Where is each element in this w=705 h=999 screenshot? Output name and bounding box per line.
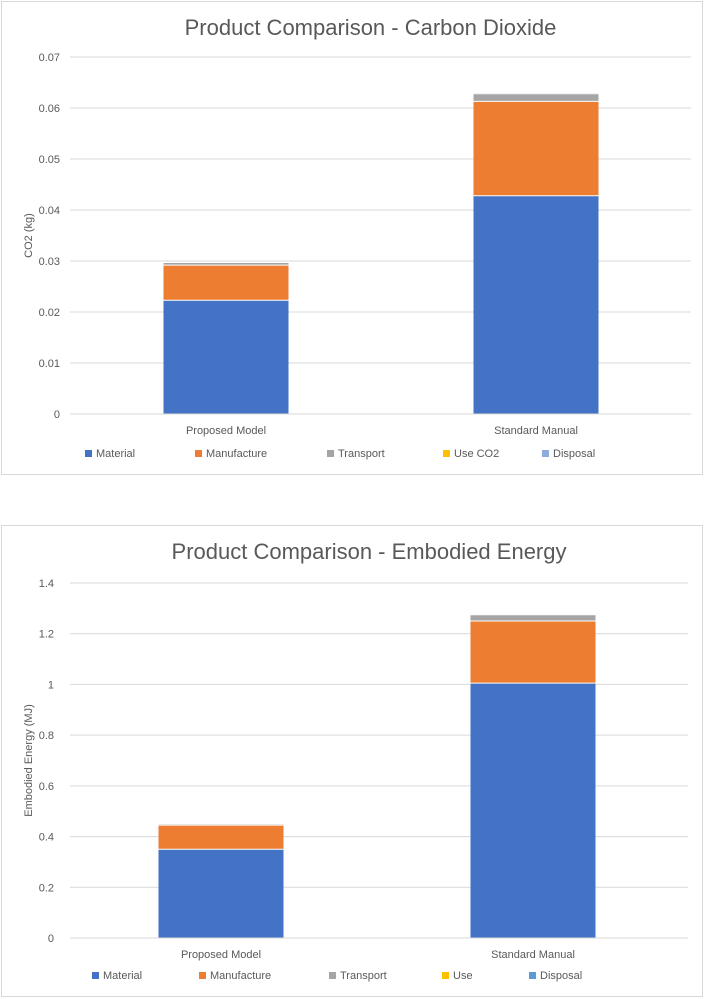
y-tick-label: 0.4	[39, 832, 54, 844]
category-label: Standard Manual	[494, 425, 578, 437]
legend-swatch	[92, 972, 99, 979]
legend-entry: Disposal	[540, 970, 582, 982]
bar-segment-material	[163, 300, 289, 414]
bar-segment-material	[473, 195, 599, 414]
y-tick-label: 0	[54, 409, 60, 421]
bar-segment-manufacture	[470, 621, 596, 684]
bar-segment-material	[470, 683, 596, 938]
co2-chart: Product Comparison - Carbon Dioxide 0 0.01…	[1, 1, 703, 475]
y-tick-label: 1.4	[39, 578, 54, 590]
energy-chart-svg: Product Comparison - Embodied Energy 0 0.2…	[23, 539, 688, 982]
y-tick-label: 0.05	[39, 154, 60, 166]
category-label: Standard Manual	[491, 949, 575, 961]
legend-swatch	[529, 972, 536, 979]
y-tick-label: 0.6	[39, 781, 54, 793]
category-label: Proposed Model	[186, 425, 266, 437]
legend-swatch	[442, 972, 449, 979]
y-tick-label: 0	[48, 933, 54, 945]
y-axis-label: CO2 (kg)	[23, 213, 35, 258]
y-tick-label: 0.06	[39, 103, 60, 115]
legend-swatch	[327, 450, 334, 457]
legend-entry: Transport	[340, 970, 387, 982]
bar-segment-manufacture	[163, 265, 289, 301]
legend-swatch	[85, 450, 92, 457]
y-tick-label: 0.04	[39, 205, 60, 217]
energy-chart: Product Comparison - Embodied Energy 0 0.2…	[1, 525, 703, 997]
legend-entry: Material	[96, 448, 135, 460]
bar-segment-transport	[470, 614, 596, 622]
y-tick-label: 0.03	[39, 256, 60, 268]
y-tick-label: 0.07	[39, 52, 60, 64]
chart-title: Product Comparison - Embodied Energy	[172, 539, 567, 564]
y-tick-label: 0.8	[39, 730, 54, 742]
legend-entry: Transport	[338, 448, 385, 460]
bar-segment-transport	[158, 823, 284, 826]
legend-entry: Manufacture	[210, 970, 271, 982]
legend-swatch	[443, 450, 450, 457]
bar-segment-material	[158, 849, 284, 938]
y-tick-label: 1.2	[39, 629, 54, 641]
legend-entry: Disposal	[553, 448, 595, 460]
y-tick-label: 0.01	[39, 358, 60, 370]
y-tick-label: 0.02	[39, 307, 60, 319]
legend-entry: Use	[453, 970, 473, 982]
legend-entry: Use CO2	[454, 448, 499, 460]
bar-segment-manufacture	[158, 825, 284, 850]
legend-swatch	[199, 972, 206, 979]
bar-segment-transport	[473, 93, 599, 102]
y-axis-label: Embodied Energy (MJ)	[23, 704, 35, 817]
bar-segment-manufacture	[473, 101, 599, 196]
y-tick-label: 0.2	[39, 882, 54, 894]
legend-swatch	[542, 450, 549, 457]
chart-title: Product Comparison - Carbon Dioxide	[185, 15, 557, 40]
legend-entry: Material	[103, 970, 142, 982]
legend-swatch	[195, 450, 202, 457]
category-label: Proposed Model	[181, 949, 261, 961]
y-tick-label: 1	[48, 679, 54, 691]
legend-swatch	[329, 972, 336, 979]
co2-chart-svg: Product Comparison - Carbon Dioxide 0 0.01…	[23, 15, 691, 460]
bar-segment-transport	[163, 262, 289, 266]
legend-entry: Manufacture	[206, 448, 267, 460]
